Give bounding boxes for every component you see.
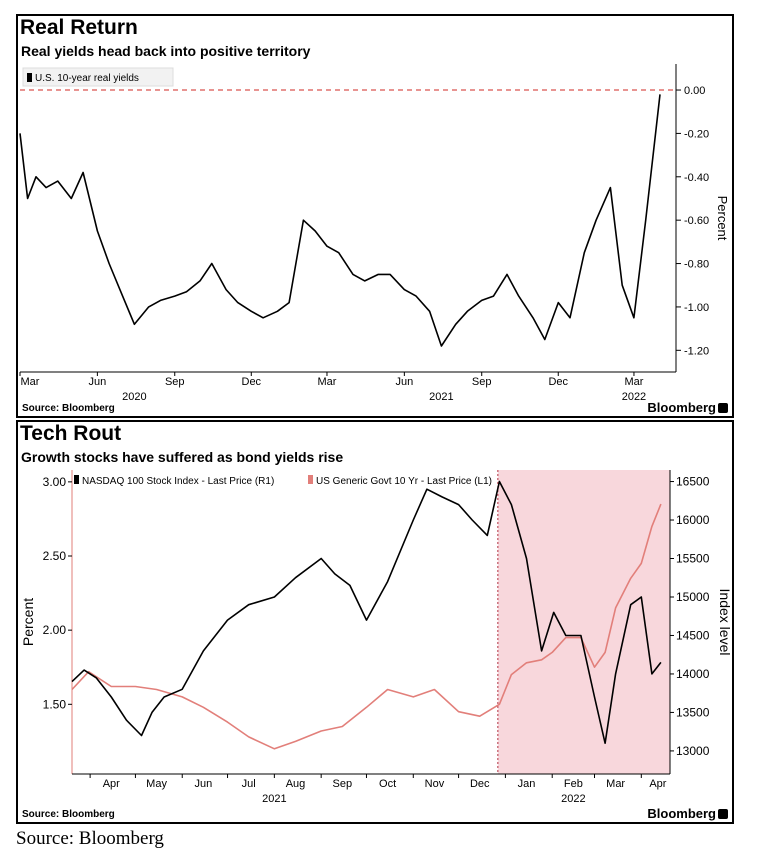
y-right-tick-label: 14500 — [676, 628, 710, 642]
x-tick-label: May — [146, 778, 167, 790]
x-tick-label: Sep — [333, 778, 353, 790]
x-tick-label: Apr — [649, 778, 666, 790]
y-tick-label: -0.40 — [684, 172, 709, 184]
x-tick-label: Mar — [317, 376, 336, 388]
x-year-label: 2020 — [122, 391, 146, 403]
y-tick-label: -0.80 — [684, 259, 709, 271]
chart-source: Source: Bloomberg — [22, 403, 115, 414]
nasdaq-series-line — [71, 480, 662, 745]
y-left-axis-label: Percent — [20, 598, 36, 646]
x-tick-label: Sep — [165, 376, 185, 388]
bloomberg-mark-icon — [718, 809, 728, 819]
y-right-tick-label: 15000 — [676, 590, 710, 604]
y-left-tick-label: 3.00 — [43, 475, 67, 489]
y-tick-label: 0.00 — [684, 85, 705, 97]
x-tick-label: Jan — [518, 778, 536, 790]
x-year-label: 2022 — [622, 391, 646, 403]
legend-swatch — [308, 475, 313, 484]
bloomberg-logo: Bloomberg — [647, 806, 728, 821]
y-right-tick-label: 16500 — [676, 475, 710, 489]
y-left-tick-label: 2.50 — [43, 549, 67, 563]
tech-rout-chart: NASDAQ 100 Stock Index - Last Price (R1)… — [20, 470, 732, 805]
x-tick-label: Mar — [624, 376, 643, 388]
y-left-tick-label: 1.50 — [43, 697, 67, 711]
y-right-axis-label: Index level — [717, 589, 732, 656]
chart-subtitle: Real yields head back into positive terr… — [21, 43, 311, 59]
x-tick-label: Mar — [21, 376, 40, 388]
bloomberg-logo: Bloomberg — [647, 400, 728, 415]
y-tick-label: -0.20 — [684, 128, 709, 140]
x-tick-label: Feb — [564, 778, 583, 790]
x-tick-label: Jun — [195, 778, 213, 790]
x-tick-label: Jul — [242, 778, 256, 790]
brand-text: Bloomberg — [647, 806, 716, 821]
x-year-label: 2021 — [429, 391, 453, 403]
shaded-region — [497, 470, 670, 774]
legend-box — [22, 67, 174, 87]
y-left-tick-label: 2.00 — [43, 623, 67, 637]
legend-swatch — [74, 475, 79, 484]
y-right-tick-label: 14000 — [676, 667, 710, 681]
real-return-panel: Real Return Real yields head back into p… — [16, 14, 734, 418]
legend-label: U.S. 10-year real yields — [35, 73, 139, 84]
x-year-label: 2021 — [262, 793, 286, 805]
real-yield-series-line — [19, 94, 661, 347]
legend-swatch — [27, 73, 32, 82]
y-tick-label: -1.20 — [684, 345, 709, 357]
x-tick-label: Dec — [470, 778, 490, 790]
footer-source-caption: Source: Bloomberg — [16, 828, 164, 849]
chart-title: Real Return — [20, 16, 138, 39]
legend-label: NASDAQ 100 Stock Index - Last Price (R1) — [82, 476, 274, 487]
y-right-tick-label: 16000 — [676, 513, 710, 527]
x-tick-label: Jun — [395, 376, 413, 388]
x-year-label: 2022 — [561, 793, 585, 805]
y-right-tick-label: 15500 — [676, 552, 710, 566]
tech-rout-panel: Tech Rout Growth stocks have suffered as… — [16, 420, 734, 824]
y-axis-label: Percent — [715, 196, 730, 241]
x-tick-label: Sep — [472, 376, 492, 388]
x-tick-label: Dec — [548, 376, 568, 388]
x-tick-label: Dec — [242, 376, 262, 388]
x-tick-label: Jun — [88, 376, 106, 388]
x-tick-label: Nov — [425, 778, 445, 790]
y-tick-label: -0.60 — [684, 215, 709, 227]
y-right-tick-label: 13500 — [676, 705, 710, 719]
chart-title: Tech Rout — [20, 422, 122, 445]
y-tick-label: -1.00 — [684, 302, 709, 314]
chart-source: Source: Bloomberg — [22, 809, 115, 820]
x-tick-label: Mar — [606, 778, 625, 790]
y-right-tick-label: 13000 — [676, 744, 710, 758]
x-tick-label: Aug — [286, 778, 306, 790]
brand-text: Bloomberg — [647, 400, 716, 415]
x-tick-label: Oct — [379, 778, 396, 790]
real-yields-chart: U.S. 10-year real yields 0.00 -0.20 -0.40 -0… — [19, 64, 730, 403]
chart-subtitle: Growth stocks have suffered as bond yiel… — [21, 449, 344, 465]
legend-label: US Generic Govt 10 Yr - Last Price (L1) — [316, 476, 492, 487]
treasury-yield-series-line — [71, 503, 662, 750]
bloomberg-mark-icon — [718, 403, 728, 413]
x-tick-label: Apr — [103, 778, 120, 790]
